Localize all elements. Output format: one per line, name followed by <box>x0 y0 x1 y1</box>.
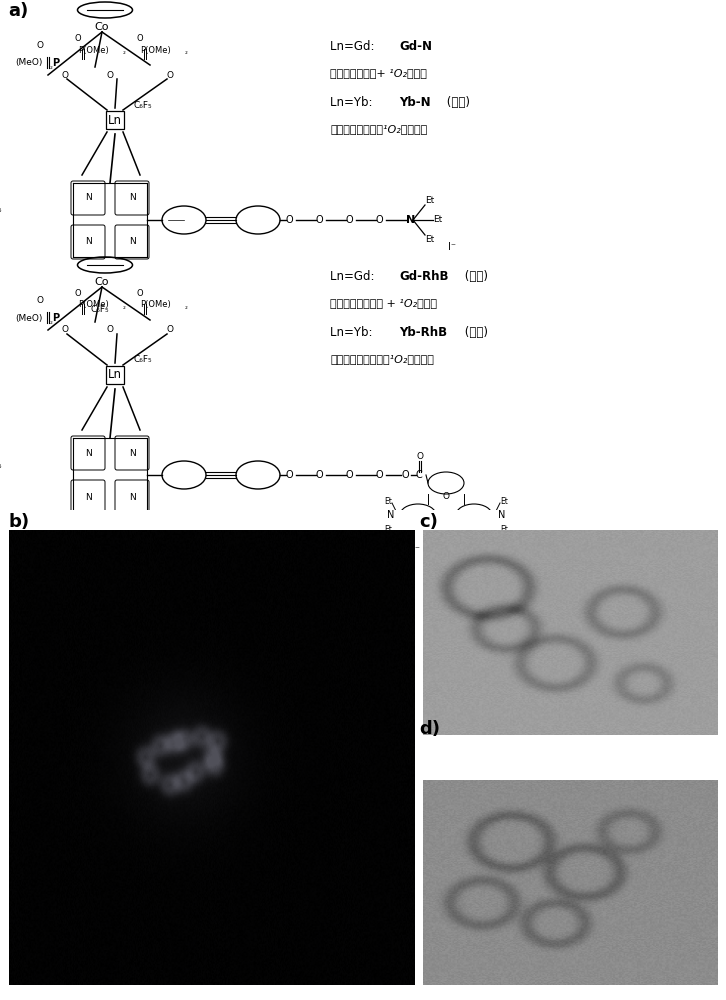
Text: P(OMe): P(OMe) <box>78 300 109 310</box>
Text: Gd-N: Gd-N <box>399 40 432 53</box>
Text: O: O <box>75 289 81 298</box>
Text: N: N <box>129 237 135 246</box>
Text: N: N <box>129 492 135 502</box>
Text: Et: Et <box>500 496 508 506</box>
Text: Et: Et <box>425 196 434 205</box>
Text: ₂: ₂ <box>185 304 188 310</box>
Text: C₆F₅: C₆F₅ <box>91 560 110 569</box>
Text: Et: Et <box>500 524 508 534</box>
Text: 肿瘤细胞特异性，¹O₂不可获得: 肿瘤细胞特异性，¹O₂不可获得 <box>330 124 428 134</box>
Text: O: O <box>316 470 324 480</box>
Text: Yb-N: Yb-N <box>399 96 431 109</box>
Text: Co: Co <box>95 22 109 32</box>
Text: C₆F₅: C₆F₅ <box>91 305 110 314</box>
Text: Et: Et <box>425 235 434 244</box>
Text: N: N <box>85 237 91 246</box>
Text: ₂: ₂ <box>50 319 53 325</box>
Text: O: O <box>36 41 44 50</box>
Text: 无肿瘤细胞特异性，¹O₂不可获得: 无肿瘤细胞特异性，¹O₂不可获得 <box>330 354 434 364</box>
Text: N: N <box>406 215 415 225</box>
Text: C₆F₅: C₆F₅ <box>133 356 152 364</box>
Text: O: O <box>107 70 113 80</box>
Text: (对照): (对照) <box>443 96 470 109</box>
Text: c): c) <box>420 513 439 531</box>
Text: O: O <box>286 470 293 480</box>
Text: Ln: Ln <box>108 368 122 381</box>
Text: C₆F₅: C₆F₅ <box>133 101 152 109</box>
Text: Ln=Yb:: Ln=Yb: <box>330 326 377 339</box>
Text: Yb-RhB: Yb-RhB <box>399 326 447 339</box>
Text: ₂: ₂ <box>185 49 188 55</box>
Text: N: N <box>498 510 505 520</box>
Text: O: O <box>36 296 44 305</box>
Text: I⁻: I⁻ <box>412 545 420 555</box>
Text: O: O <box>401 470 409 480</box>
Text: N: N <box>129 448 135 458</box>
Text: ₂: ₂ <box>123 49 126 55</box>
Text: ₂: ₂ <box>123 304 126 310</box>
Text: N: N <box>387 510 394 520</box>
Text: (MeO): (MeO) <box>15 58 42 68</box>
Text: d): d) <box>420 720 441 738</box>
Text: O: O <box>346 215 354 225</box>
Text: O: O <box>75 34 81 43</box>
Text: Ln=Gd:: Ln=Gd: <box>330 40 378 53</box>
Text: Gd-RhB: Gd-RhB <box>399 270 449 283</box>
Text: (对照): (对照) <box>461 270 488 283</box>
Text: O: O <box>62 326 68 334</box>
Text: N: N <box>85 194 91 202</box>
Text: (MeO): (MeO) <box>15 314 42 322</box>
Text: 肿瘤细胞特异性+ ¹O₂可获得: 肿瘤细胞特异性+ ¹O₂可获得 <box>330 68 427 78</box>
Text: Ln=Yb:: Ln=Yb: <box>330 96 377 109</box>
Text: (对照): (对照) <box>461 326 488 339</box>
Text: O: O <box>286 215 293 225</box>
Text: C₆F₅: C₆F₅ <box>0 206 2 215</box>
Text: O: O <box>346 470 354 480</box>
Text: N: N <box>85 448 91 458</box>
Text: Et: Et <box>384 524 392 534</box>
Text: Et: Et <box>384 496 392 506</box>
Text: P(OMe): P(OMe) <box>140 300 171 310</box>
Text: O: O <box>376 215 383 225</box>
Text: a): a) <box>9 2 29 20</box>
Text: P: P <box>52 313 60 323</box>
Text: P(OMe): P(OMe) <box>140 45 171 54</box>
Text: Co: Co <box>95 277 109 287</box>
Text: Et: Et <box>433 216 442 225</box>
Text: ₂: ₂ <box>50 64 53 70</box>
Text: N: N <box>85 492 91 502</box>
Text: Ln: Ln <box>108 113 122 126</box>
Text: O: O <box>376 470 383 480</box>
Text: O: O <box>136 289 143 298</box>
Text: O: O <box>107 326 113 334</box>
Text: Ln=Gd:: Ln=Gd: <box>330 270 378 283</box>
Text: P(OMe): P(OMe) <box>78 45 109 54</box>
Text: O: O <box>443 492 449 501</box>
Text: O: O <box>136 34 143 43</box>
Text: C: C <box>416 470 423 480</box>
Text: O: O <box>62 70 68 80</box>
Text: b): b) <box>9 513 30 531</box>
Text: I⁻: I⁻ <box>448 242 456 252</box>
Text: N: N <box>129 194 135 202</box>
Text: O: O <box>166 70 174 80</box>
Text: C₆F₅: C₆F₅ <box>0 460 2 470</box>
Text: O: O <box>166 326 174 334</box>
Text: P: P <box>52 58 60 68</box>
Text: O: O <box>316 215 324 225</box>
Text: 无肿瘤细胞特异性 + ¹O₂可获得: 无肿瘤细胞特异性 + ¹O₂可获得 <box>330 298 437 308</box>
Text: O: O <box>417 452 423 461</box>
